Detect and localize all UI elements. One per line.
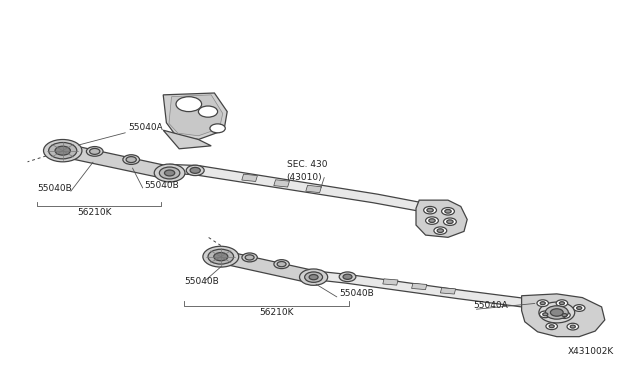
Circle shape	[562, 314, 567, 317]
Polygon shape	[412, 283, 427, 289]
Polygon shape	[168, 164, 422, 211]
Circle shape	[556, 300, 568, 307]
Circle shape	[210, 124, 225, 133]
Text: 55040B: 55040B	[339, 289, 374, 298]
Circle shape	[190, 167, 200, 173]
Circle shape	[339, 272, 356, 282]
Circle shape	[426, 217, 438, 224]
Circle shape	[55, 146, 70, 155]
Circle shape	[437, 229, 444, 232]
Circle shape	[540, 302, 545, 305]
Polygon shape	[312, 271, 525, 307]
Circle shape	[567, 323, 579, 330]
Text: SEC. 430: SEC. 430	[287, 160, 327, 169]
Circle shape	[559, 302, 564, 305]
Circle shape	[343, 274, 352, 279]
Circle shape	[86, 147, 103, 156]
Text: 55040B: 55040B	[184, 278, 219, 286]
Polygon shape	[221, 250, 314, 284]
Circle shape	[49, 142, 77, 159]
Circle shape	[309, 275, 318, 280]
Circle shape	[164, 170, 175, 176]
Circle shape	[186, 165, 204, 176]
Circle shape	[546, 323, 557, 330]
Circle shape	[577, 307, 582, 310]
Polygon shape	[242, 174, 257, 182]
Text: X431002K: X431002K	[568, 347, 614, 356]
Text: 56210K: 56210K	[259, 308, 294, 317]
Circle shape	[545, 306, 568, 319]
Circle shape	[549, 325, 554, 328]
Circle shape	[203, 246, 239, 267]
Circle shape	[434, 227, 447, 234]
Circle shape	[427, 208, 433, 212]
Circle shape	[570, 325, 575, 328]
Circle shape	[214, 253, 228, 261]
Circle shape	[159, 167, 180, 179]
Circle shape	[274, 260, 289, 269]
Text: 55040B: 55040B	[144, 182, 179, 190]
Polygon shape	[274, 180, 289, 187]
Circle shape	[126, 157, 136, 163]
Polygon shape	[306, 185, 321, 193]
Polygon shape	[169, 95, 223, 136]
Text: 55040B: 55040B	[37, 185, 72, 193]
Circle shape	[245, 255, 254, 260]
Text: (43010): (43010)	[287, 173, 323, 182]
Circle shape	[424, 206, 436, 214]
Text: 55040A: 55040A	[474, 301, 508, 310]
Circle shape	[442, 208, 454, 215]
Circle shape	[540, 311, 551, 318]
Circle shape	[198, 106, 218, 117]
Circle shape	[208, 249, 234, 264]
Circle shape	[550, 309, 563, 316]
Text: 56210K: 56210K	[77, 208, 112, 217]
Polygon shape	[440, 288, 456, 294]
Circle shape	[300, 269, 328, 285]
Polygon shape	[63, 143, 170, 180]
Circle shape	[123, 155, 140, 164]
Polygon shape	[163, 130, 211, 149]
Circle shape	[277, 262, 286, 267]
Polygon shape	[163, 93, 227, 140]
Circle shape	[447, 220, 453, 224]
Circle shape	[559, 312, 570, 318]
Circle shape	[90, 148, 100, 154]
Circle shape	[573, 305, 585, 311]
Circle shape	[44, 140, 82, 162]
Circle shape	[539, 302, 575, 323]
Polygon shape	[416, 200, 467, 237]
Circle shape	[242, 253, 257, 262]
Text: 55040A: 55040A	[128, 123, 163, 132]
Circle shape	[445, 209, 451, 213]
Polygon shape	[383, 279, 398, 285]
Circle shape	[429, 219, 435, 222]
Circle shape	[305, 272, 323, 282]
Circle shape	[537, 300, 548, 307]
Circle shape	[154, 164, 185, 182]
Polygon shape	[522, 294, 605, 337]
Circle shape	[543, 313, 548, 316]
Circle shape	[176, 97, 202, 112]
Circle shape	[444, 218, 456, 225]
